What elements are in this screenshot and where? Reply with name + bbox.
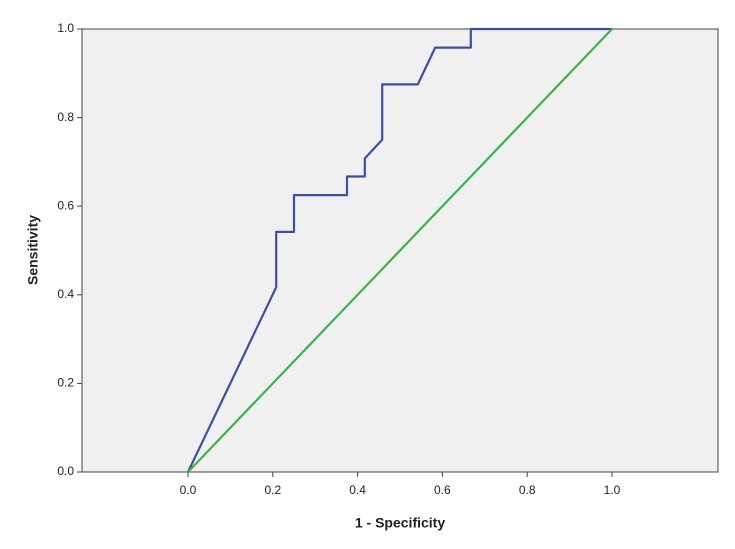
y-axis-title: Sensitivity bbox=[25, 215, 41, 285]
x-tick-label: 0.6 bbox=[434, 483, 451, 497]
x-tick-label: 0.2 bbox=[264, 483, 281, 497]
y-tick-label: 1.0 bbox=[57, 21, 74, 35]
y-tick-label: 0.2 bbox=[57, 376, 74, 390]
y-tick-label: 0.6 bbox=[57, 198, 74, 212]
y-tick-label: 0.0 bbox=[57, 464, 74, 478]
x-tick-label: 0.8 bbox=[519, 483, 536, 497]
x-tick-label: 0.0 bbox=[180, 483, 197, 497]
series-line bbox=[187, 27, 612, 473]
x-tick-label: 0.4 bbox=[349, 483, 366, 497]
x-axis-title: 1 - Specificity bbox=[355, 515, 445, 531]
series-line bbox=[187, 28, 613, 473]
y-tick-label: 0.8 bbox=[57, 110, 74, 124]
x-tick-label: 1.0 bbox=[604, 483, 621, 497]
y-tick-label: 0.4 bbox=[57, 287, 74, 301]
